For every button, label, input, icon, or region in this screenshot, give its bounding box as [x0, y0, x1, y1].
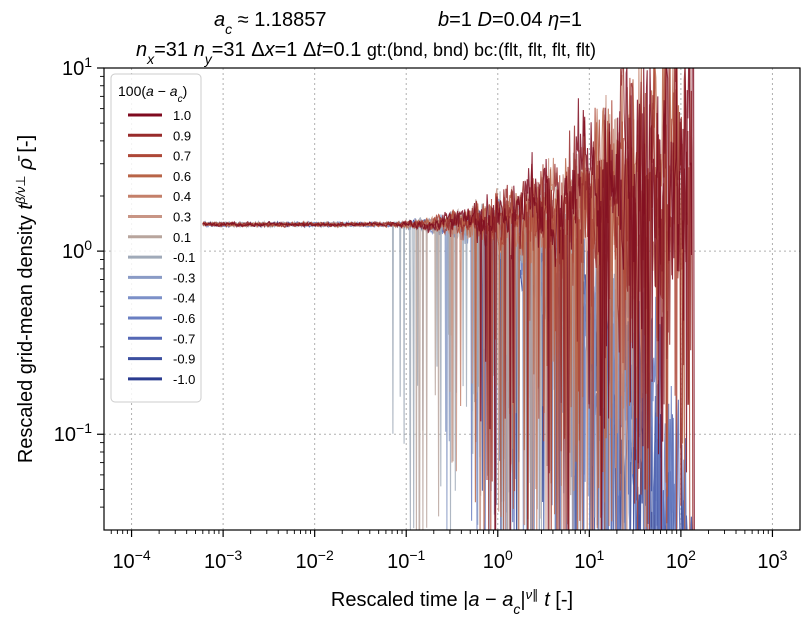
legend-label: 0.7 — [173, 149, 191, 164]
x-tick-label: 10−2 — [296, 547, 334, 573]
title-grid: nx=31 ny=31 Δx=1 Δt=0.1 gt:(bnd, bnd) bc… — [136, 39, 596, 67]
plot-frame — [103, 67, 801, 531]
x-tick-label: 101 — [574, 547, 604, 573]
series-line-1.0 — [202, 68, 695, 530]
title-params: b=1 D=0.04 η=1 — [438, 9, 582, 31]
x-tick-label: 10−1 — [387, 547, 425, 573]
title-ac: ac ≈ 1.18857 — [214, 9, 327, 37]
y-tick-label: 10−1 — [54, 420, 92, 446]
legend-label: 0.4 — [173, 189, 191, 204]
x-tick-label: 103 — [757, 547, 787, 573]
legend-label: 0.9 — [173, 128, 191, 143]
legend-label: -0.1 — [173, 250, 195, 265]
legend-label: -0.4 — [173, 291, 195, 306]
chart-title: ac ≈ 1.18857 b=1 D=0.04 η=1 nx=31 ny=31 … — [136, 9, 596, 67]
legend-label: -0.6 — [173, 311, 195, 326]
x-tick-label: 10−3 — [204, 547, 242, 573]
y-axis-label: Rescaled grid-mean density tβ/ν⊥ ρ̄ [-] — [13, 135, 38, 463]
legend-label: 0.1 — [173, 230, 191, 245]
x-tick-label: 102 — [666, 547, 696, 573]
axis-tick-labels: 10−4 10−3 10−2 10−1 100 101 102 103 10−1 100 101 — [54, 54, 788, 573]
x-tick-label: 100 — [483, 547, 513, 573]
legend: 100(a − ac) 1.00.90.70.60.40.30.1-0.1-0.… — [110, 73, 202, 403]
legend-label: 1.0 — [173, 108, 191, 123]
legend-label: -0.7 — [173, 331, 195, 346]
y-tick-label: 100 — [62, 237, 92, 263]
legend-label: -1.0 — [173, 372, 195, 387]
series-lines — [202, 68, 695, 530]
legend-label: -0.9 — [173, 352, 195, 367]
axis-ticks — [97, 67, 774, 537]
legend-label: 0.3 — [173, 210, 191, 225]
legend-label: 0.6 — [173, 169, 191, 184]
x-tick-label: 10−4 — [112, 547, 150, 573]
y-tick-label: 101 — [62, 54, 92, 80]
legend-label: -0.3 — [173, 270, 195, 285]
x-axis-label: Rescaled time |a − ac|ν∥ t [-] — [331, 587, 573, 618]
